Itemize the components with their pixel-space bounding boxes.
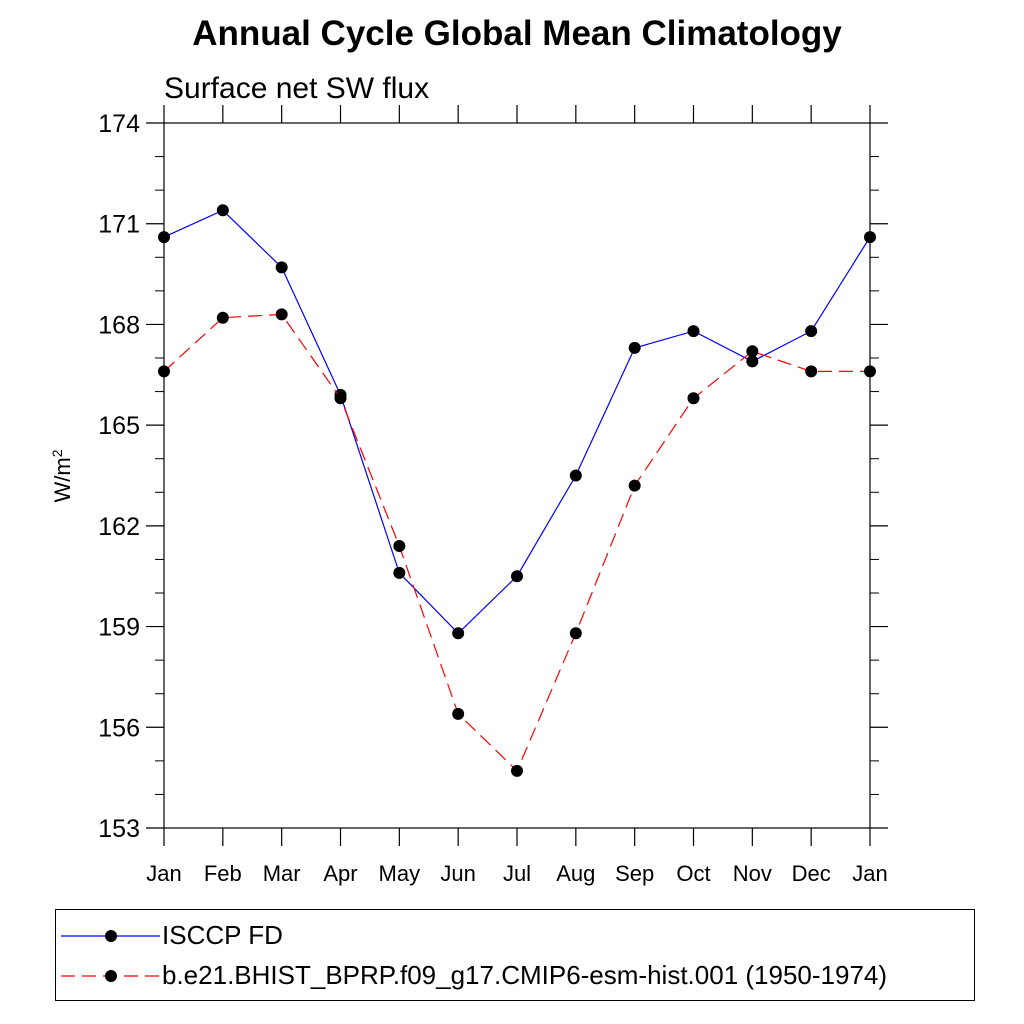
x-tick-label: Aug [556, 861, 595, 886]
series-0-point [511, 570, 523, 583]
series-0-point [687, 325, 700, 338]
series-1-point [216, 311, 229, 324]
series-1-point [687, 392, 700, 405]
legend-item-1: b.e21.BHIST_BPRP.f09_g17.CMIP6-esm-hist.… [56, 956, 974, 996]
legend-label-0: ISCCP FD [162, 920, 283, 950]
series-0-point [746, 355, 759, 368]
series-0-point [275, 261, 288, 274]
chart-title: Annual Cycle Global Mean Climatology [192, 14, 842, 53]
y-axis-label-text: W/m [50, 457, 75, 502]
series-0-point [569, 469, 582, 482]
y-tick-label: 162 [98, 513, 140, 541]
y-tick-label: 159 [98, 614, 140, 642]
x-tick-label: Oct [676, 861, 710, 886]
series-1-point [334, 392, 347, 405]
series-1-point [805, 365, 818, 378]
x-tick-label: May [379, 861, 421, 886]
legend-label-1: b.e21.BHIST_BPRP.f09_g17.CMIP6-esm-hist.… [162, 960, 888, 990]
x-tick-label: Jul [503, 861, 531, 886]
y-axis-label: W/m2 [49, 449, 75, 502]
x-tick-label: Nov [733, 861, 772, 886]
series-1-point [511, 764, 523, 777]
series-0-point [158, 231, 170, 244]
series-line-0 [163, 209, 871, 635]
x-tick-label: Sep [615, 861, 654, 886]
series-1-point [275, 308, 288, 321]
series-0-point [452, 627, 465, 640]
series-0-point [393, 566, 406, 579]
y-tick-label: 156 [98, 714, 140, 742]
x-tick-label: Jan [852, 861, 887, 886]
x-tick-label: Jan [146, 861, 181, 886]
x-tick-label: Apr [323, 861, 357, 886]
y-tick-label: 153 [98, 815, 140, 843]
y-tick-label: 174 [98, 110, 140, 138]
chart-subtitle: Surface net SW flux [164, 72, 430, 105]
x-tick-label: Jun [440, 861, 475, 886]
y-axis-label-superscript: 2 [49, 449, 65, 457]
legend: ISCCP FD b.e21.BHIST_BPRP.f09_g17.CMIP6-… [55, 909, 975, 1001]
y-tick-label: 171 [98, 211, 140, 239]
series-1-point [393, 540, 406, 552]
plot-frame [163, 122, 871, 829]
series-0-point [216, 204, 229, 217]
x-tick-label: Feb [204, 861, 242, 886]
series-1-point [628, 479, 641, 492]
series-1-point [158, 365, 170, 378]
series-0-point [805, 325, 818, 338]
series-1-point [746, 345, 759, 358]
series-group [158, 204, 876, 777]
legend-item-0: ISCCP FD [56, 916, 974, 956]
series-1-point [569, 627, 582, 640]
y-tick-label: 168 [98, 311, 140, 339]
legend-swatch-1 [61, 970, 160, 982]
line-chart: 153 156 159 162 165 168 171 174 Jan Feb Mar Apr May J… [49, 105, 888, 886]
series-0-point [864, 231, 876, 244]
series-1-point [864, 365, 876, 378]
x-tick-label: Mar [263, 861, 301, 886]
y-tick-label: 165 [98, 412, 140, 440]
axis-tick-labels: 153 156 159 162 165 168 171 174 Jan Feb Mar Apr May J… [98, 110, 887, 886]
legend-swatch-0 [61, 930, 160, 942]
series-1-point [452, 707, 465, 720]
x-tick-label: Dec [792, 861, 831, 886]
axis-ticks [146, 105, 888, 846]
series-line-1 [163, 313, 870, 772]
series-0-point [628, 341, 641, 354]
